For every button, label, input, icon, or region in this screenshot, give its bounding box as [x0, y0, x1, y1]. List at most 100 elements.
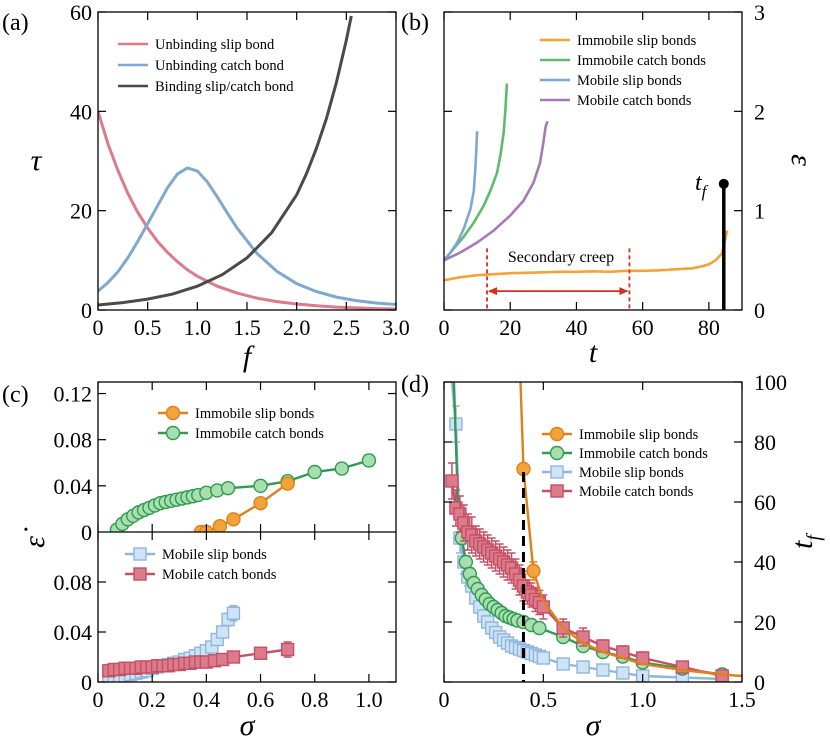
- c-legend-bottom-marker-0: [133, 547, 147, 561]
- c-mobile-catch-point-23: [280, 642, 295, 657]
- ytick-label-c-ticks-2: 0.08: [54, 570, 93, 595]
- ytick-label-c-ticks-1: 0.04: [54, 620, 93, 645]
- xtick-label-a-ticks-4: 2.0: [283, 315, 311, 340]
- c-legend-bottom-marker-1: [133, 567, 147, 581]
- ytick-label-b-ticks-0: 0: [754, 298, 765, 323]
- c-immobile-slip-point-2: [212, 519, 228, 532]
- xtick-label-b-ticks-1: 20: [499, 315, 521, 340]
- panel-a-legend: Unbinding slip bond Unbinding catch bond B…: [118, 37, 294, 95]
- a-series-line-0: [98, 110, 396, 310]
- d-series-2-point-24: [556, 657, 570, 671]
- d-legend-marker-3: [550, 484, 564, 498]
- a-legend-label-2: Binding slip/catch bond: [155, 79, 294, 95]
- d-series-2-point-23: [536, 651, 551, 665]
- ytick-label-d-ticks-1: 20: [754, 610, 776, 635]
- c-legend-top-marker-0: [165, 405, 181, 421]
- c-top-ytick-label-1: 0.08: [54, 428, 93, 453]
- panel-label-c: (c): [2, 382, 29, 408]
- xtick-label-c-ticks-1: 0.2: [138, 687, 166, 712]
- c-legend-top-marker-1: [165, 425, 181, 441]
- xtick-label-c-ticks-4: 0.8: [301, 687, 329, 712]
- xtick-label-b-ticks-3: 60: [632, 315, 654, 340]
- a-series-line-1: [98, 166, 396, 306]
- xtick-label-c-ticks-0: 0: [93, 687, 104, 712]
- xtick-label-a-ticks-2: 1.0: [184, 315, 212, 340]
- d-legend-label-3: Mobile catch bonds: [579, 484, 694, 500]
- c-top-ytick-label-0: 0.04: [54, 474, 93, 499]
- xtick-label-d-ticks-3: 1.5: [728, 687, 756, 712]
- xtick-label-a-ticks-6: 3.0: [382, 315, 410, 340]
- d-series-1-point-19: [532, 620, 547, 636]
- panel-b-marks: [444, 83, 729, 310]
- panel-d-ylabel-sub: f: [803, 533, 825, 541]
- d-series-1-point-3: [458, 554, 474, 570]
- d-legend-marker-1: [549, 445, 565, 461]
- c-immobile-catch-point-18: [220, 480, 236, 496]
- ytick-label-a-ticks-3: 60: [70, 0, 92, 25]
- c-immobile-catch-point-22: [334, 461, 350, 476]
- failure-time-label-sub: f: [702, 182, 709, 201]
- d-series-2-point-27: [616, 666, 630, 680]
- b-creep-arrow-head-left: [488, 287, 498, 296]
- panel-d-marks: [445, 382, 742, 682]
- ytick-label-d-ticks-0: 0: [754, 670, 765, 695]
- panel-c-legend-bottom: Mobile slip bonds Mobile catch bonds: [125, 547, 277, 583]
- a-series-line-2: [98, 15, 353, 307]
- a-legend-label-0: Unbinding slip bond: [155, 37, 275, 53]
- c-mobile-catch-point-22: [253, 646, 268, 660]
- c-immobile-catch-point-21: [307, 464, 322, 480]
- c-mobile-catch-point-21: [226, 650, 241, 664]
- panel-c: 0 0.2 0.4 0.6 0.8 1.0 0 0.04 0.08 0.04 0.08 0.12 0 σ…: [18, 381, 397, 742]
- xtick-label-a-ticks-1: 0.5: [134, 315, 162, 340]
- xtick-label-a-ticks-3: 1.5: [233, 315, 261, 340]
- ytick-label-c-ticks-0: 0: [81, 670, 92, 695]
- ytick-label-d-ticks-3: 60: [754, 490, 776, 515]
- b-legend-label-3: Mobile catch bonds: [577, 93, 692, 109]
- panel-c-ticks: 0 0.2 0.4 0.6 0.8 1.0 0 0.04 0.08 0.04 0.08 0.12 0: [54, 382, 396, 712]
- panel-d-ylabel: tf: [786, 533, 825, 549]
- c-immobile-catch-line: [116, 459, 370, 531]
- c-top-ytick-label-2: 0.12: [54, 382, 93, 407]
- panel-a-ylabel: τ: [31, 144, 43, 177]
- xtick-label-c-ticks-3: 0.6: [247, 687, 275, 712]
- d-legend-label-0: Immobile slip bonds: [579, 427, 699, 443]
- c-mobile-slip-point-23: [226, 606, 241, 620]
- d-legend-marker-0: [549, 426, 565, 442]
- panel-b-xlabel: t: [589, 336, 598, 369]
- b-series-line-3: [444, 120, 549, 262]
- panel-d-xlabel: σ: [586, 709, 602, 742]
- xtick-label-a-ticks-5: 2.5: [333, 315, 361, 340]
- ytick-label-d-ticks-5: 100: [754, 370, 787, 395]
- c-immobile-catch-point-23: [361, 453, 377, 468]
- d-series-0-line: [519, 382, 742, 678]
- ytick-label-d-ticks-4: 80: [754, 430, 776, 455]
- b-legend-label-2: Mobile slip bonds: [577, 73, 682, 89]
- ytick-label-b-ticks-1: 1: [754, 199, 765, 224]
- xtick-label-d-ticks-2: 1.0: [629, 687, 657, 712]
- c-legend-top-label-0: Immobile slip bonds: [195, 406, 315, 422]
- b-series-line-1: [444, 83, 509, 262]
- d-legend-marker-2: [550, 465, 564, 479]
- c-immobile-slip-point-3: [226, 512, 241, 527]
- ytick-label-a-ticks-1: 20: [70, 199, 92, 224]
- failure-time-label: tf: [695, 170, 709, 201]
- panel-d-legend: Immobile slip bonds Immobile catch bonds M…: [542, 426, 708, 500]
- panel-a: 0 0.5 1.0 1.5 2.0 2.5 3.0 0 20 40 60 f τ Unbinding…: [31, 0, 410, 373]
- ytick-label-a-ticks-2: 40: [70, 99, 92, 124]
- panel-a-xlabel: f: [243, 340, 255, 373]
- c-immobile-catch-point-19: [253, 478, 268, 494]
- panel-d-frame: [443, 381, 743, 683]
- c-mobile-slip-point-21: [215, 625, 230, 639]
- a-legend-label-1: Unbinding catch bond: [155, 58, 285, 74]
- d-series-2-point-26: [596, 663, 610, 677]
- xtick-label-b-ticks-2: 40: [565, 315, 587, 340]
- xtick-label-a-ticks-0: 0: [93, 315, 104, 340]
- c-immobile-slip-point-4: [253, 495, 268, 511]
- secondary-creep-label: Secondary creep: [508, 249, 614, 266]
- d-legend-label-1: Immobile catch bonds: [579, 446, 708, 462]
- panel-a-frame: [97, 11, 397, 311]
- failure-time-label-main: t: [695, 170, 703, 196]
- b-legend-label-0: Immobile slip bonds: [577, 33, 697, 49]
